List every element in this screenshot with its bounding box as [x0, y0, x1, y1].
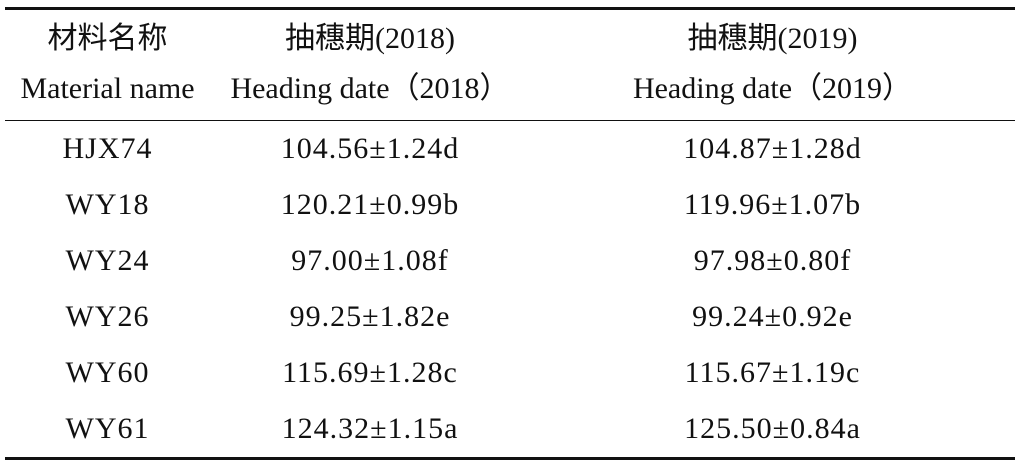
header-cell: 抽穗期(2019) Heading date（2019）	[530, 9, 1015, 121]
table-cell: WY18	[65, 188, 150, 221]
table-cell: WY26	[65, 300, 150, 333]
table-row: HJX74 104.56±1.24d 104.87±1.28d	[5, 121, 1015, 178]
table-cell: 104.87±1.28d	[683, 132, 862, 165]
header-en: Heading date（2019）	[632, 72, 913, 105]
table-cell: 115.69±1.28c	[282, 356, 458, 389]
table-row: WY18 120.21±0.99b 119.96±1.07b	[5, 177, 1015, 233]
table-cell: WY61	[65, 412, 150, 445]
header-zh: 材料名称	[47, 22, 168, 55]
table-row: WY60 115.69±1.28c 115.67±1.19c	[5, 345, 1015, 401]
table-cell: 125.50±0.84a	[684, 412, 861, 445]
table-cell: 99.25±1.82e	[289, 300, 451, 333]
table-row: WY61 124.32±1.15a 125.50±0.84a	[5, 401, 1015, 459]
header-row: 材料名称 Material name 抽穗期(2018) Heading date（2…	[5, 9, 1015, 121]
header-en: Material name	[20, 72, 195, 105]
table-cell: 119.96±1.07b	[683, 188, 862, 221]
table-cell: 97.00±1.08f	[291, 244, 449, 277]
table-header: 材料名称 Material name 抽穗期(2018) Heading date（2…	[5, 8, 1015, 121]
header-zh: 抽穗期(2019)	[687, 22, 858, 55]
header-en: Heading date（2018）	[230, 72, 510, 105]
table-cell: 97.98±0.80f	[693, 244, 852, 277]
header-cell: 材料名称 Material name	[5, 9, 210, 121]
table-cell: WY60	[65, 356, 150, 389]
table-cell: 124.32±1.15a	[281, 412, 459, 445]
table-row: WY26 99.25±1.82e 99.24±0.92e	[5, 289, 1015, 345]
table-body: HJX74 104.56±1.24d 104.87±1.28d WY18 120.21±…	[5, 121, 1015, 459]
table-cell: 104.56±1.24d	[280, 132, 460, 165]
table-cell: 99.24±0.92e	[692, 300, 853, 333]
header-zh: 抽穗期(2018)	[285, 22, 455, 55]
table-cell: HJX74	[62, 132, 153, 165]
table-container: 材料名称 Material name 抽穗期(2018) Heading date（2…	[5, 7, 1015, 460]
data-table: 材料名称 Material name 抽穗期(2018) Heading date（2…	[5, 7, 1015, 460]
header-cell: 抽穗期(2018) Heading date（2018）	[210, 9, 530, 121]
table-cell: 120.21±0.99b	[280, 188, 460, 221]
table-row: WY24 97.00±1.08f 97.98±0.80f	[5, 233, 1015, 289]
table-cell: WY24	[65, 244, 150, 277]
table-cell: 115.67±1.19c	[684, 356, 861, 389]
